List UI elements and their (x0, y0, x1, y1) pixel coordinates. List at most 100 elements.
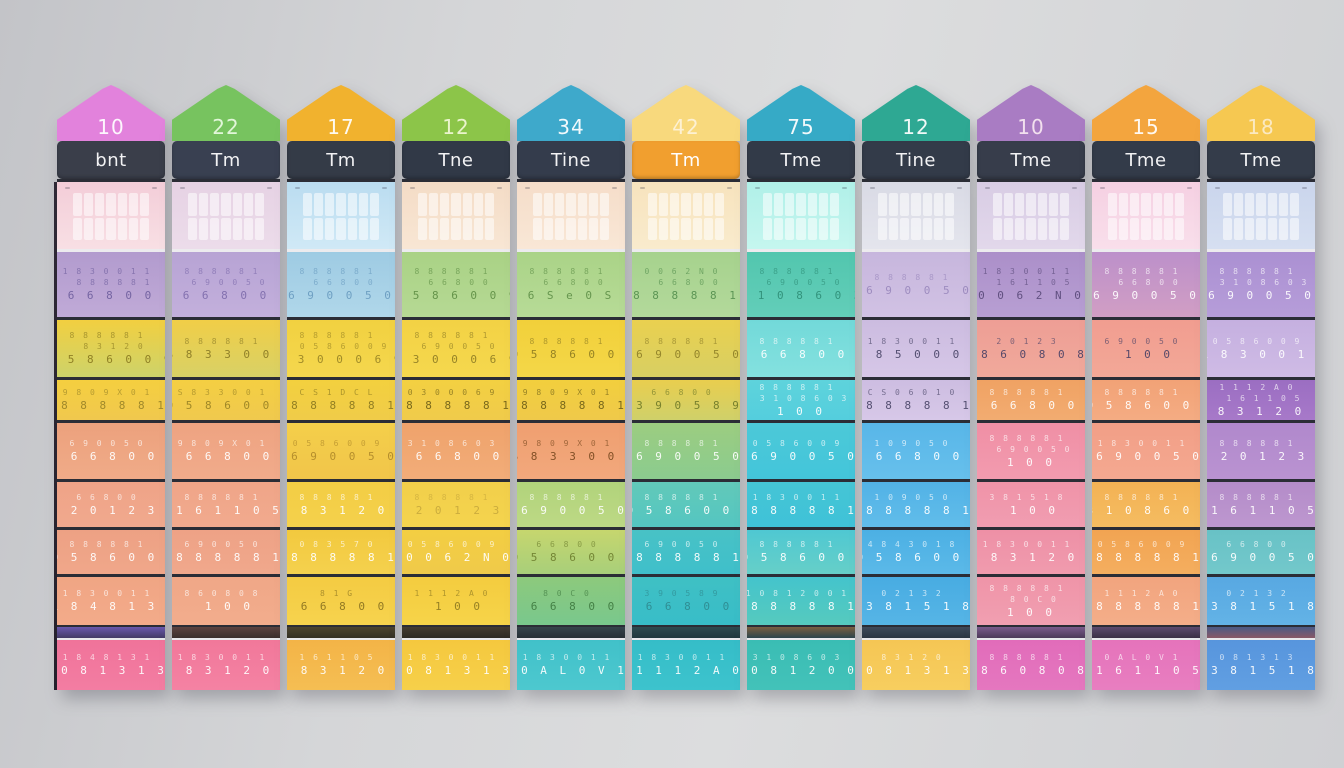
board-edge (54, 182, 57, 690)
row-divider (862, 377, 970, 380)
digit-line: 1 0 0 (1009, 503, 1059, 517)
calendar-column: 10 bnt 1 8 3 0 0 1 1 8 8 8 8 8 1 6 6 8 0 0 8 … (57, 85, 165, 690)
column-band-label: bnt (95, 149, 127, 171)
mini-calendar-row (172, 182, 280, 249)
calendar-column: 75 Tme 8 8 8 8 8 1 6 9 0 0 5 0 3 1 0 8 6 0 3… (747, 85, 855, 690)
mini-calendar-cell (878, 193, 888, 216)
digit-lines: 4 8 4 3 0 1 8 0 5 8 6 0 0 9 (862, 530, 970, 574)
mini-calendar-cell (1004, 193, 1014, 216)
separator-band (632, 627, 740, 638)
mini-calendar-cell (648, 193, 658, 216)
digit-line: 1 8 3 0 0 1 1 (177, 653, 267, 662)
row-divider (632, 420, 740, 423)
digit-line: 0 5 8 6 0 0 9 (57, 551, 158, 564)
mini-calendar-cell (418, 193, 428, 216)
digit-line: 0 5 8 6 0 0 9 (412, 289, 510, 302)
digit-lines: 8 8 8 8 8 1 6 9 0 0 5 0 3 1 0 8 6 0 3 (747, 252, 855, 317)
digit-line: 2 0 1 2 3 (415, 503, 503, 517)
mini-calendar-cell (1245, 217, 1255, 240)
column-band: Tine (517, 141, 625, 179)
digit-line: 8 8 8 8 8 1 (414, 267, 490, 276)
digit-line: 0 2 1 3 2 (1226, 589, 1288, 598)
digit-line: 1 8 3 0 0 1 1 (982, 267, 1072, 276)
mini-calendar-cell (944, 193, 954, 216)
digit-line: 6 6 8 0 0 (658, 278, 720, 287)
digit-lines: 9 8 0 9 X 0 1 8 8 8 8 8 1 (57, 380, 165, 420)
data-row: 6 6 8 0 0 6 9 0 0 5 0 (1207, 530, 1315, 574)
row-divider (1207, 574, 1315, 577)
mini-calendar-row (977, 182, 1085, 249)
column-peak: 17 (287, 85, 395, 141)
row-divider (632, 479, 740, 482)
digit-line: 1 8 3 0 0 1 1 (1207, 347, 1308, 361)
row-divider (57, 638, 165, 640)
row-divider (402, 420, 510, 423)
digit-line: 6 6 8 0 0 (543, 278, 605, 287)
data-row: 1 8 3 0 0 1 1 0 8 1 3 1 3 (402, 640, 510, 690)
digit-line: 8 8 8 8 8 1 (521, 399, 625, 412)
mini-calendar-cell (358, 217, 368, 240)
digit-lines: 1 1 1 2 A 0 8 8 8 8 8 1 (1092, 577, 1200, 625)
row-divider (632, 317, 740, 320)
data-row: 8 0 C 0 6 6 8 0 0 (517, 577, 625, 625)
digit-line: 1 1 1 2 A 0 (1219, 382, 1295, 392)
digit-line: 0 3 0 0 0 6 9 (297, 353, 395, 366)
row-divider (172, 249, 280, 252)
digit-lines: 3 1 0 8 6 0 3 6 6 8 0 0 (402, 423, 510, 479)
digit-line: 6 9 0 0 5 0 (766, 278, 842, 287)
digit-lines: 8 0 C 0 6 6 8 0 0 (517, 577, 625, 625)
row-divider (747, 625, 855, 627)
data-row: 8 8 8 8 8 1 6 9 0 0 5 0 0 3 0 0 0 6 9 (402, 320, 510, 377)
digit-line: 0 8 1 3 1 3 (61, 664, 165, 677)
digit-lines: 8 8 8 8 8 1 3 1 0 8 6 0 3 6 9 0 0 5 0 (1207, 252, 1315, 317)
mini-calendar-cell (1015, 193, 1025, 216)
digit-line: 0 5 8 6 0 0 9 (632, 503, 733, 517)
digit-line: 6 9 0 0 5 0 (191, 278, 267, 287)
digit-line: 1 0 0 (1006, 455, 1056, 469)
digit-line: 6 6 8 0 0 (70, 450, 158, 463)
digit-line: 0 8 1 3 1 3 (866, 664, 970, 677)
digit-line: 6 9 0 0 5 0 (751, 450, 855, 463)
row-divider (1207, 625, 1315, 627)
mini-calendar-cell (243, 193, 253, 216)
row-divider (977, 479, 1085, 482)
data-row: 8 8 8 8 8 1 8 3 1 2 0 0 5 8 6 0 0 9 (57, 320, 165, 377)
digit-line: 1 0 0 (204, 600, 254, 613)
digit-line: 6 9 0 0 5 0 (69, 439, 145, 448)
digit-line: 1 8 3 0 0 1 1 (407, 653, 497, 662)
data-row: 9 8 0 9 X 0 1 S 8 3 3 0 0 1 (517, 423, 625, 479)
row-divider (57, 317, 165, 320)
digit-line: 8 8 8 8 8 1 (1104, 492, 1180, 502)
data-row: 0 0 6 2 N 0 6 6 8 0 0 8 8 8 8 8 1 (632, 252, 740, 317)
data-row: 8 8 8 8 8 1 6 6 8 0 0 6 9 0 0 5 0 (287, 252, 395, 317)
mini-calendar-cell (117, 193, 127, 216)
mini-calendar-cell (106, 217, 116, 240)
digit-line: 8 8 8 8 8 1 (414, 492, 490, 502)
mini-calendar-cell (818, 217, 828, 240)
mini-calendar-grid (1223, 193, 1299, 240)
row-divider (57, 420, 165, 423)
digit-line: 1 0 0 (1124, 347, 1174, 361)
mini-calendar-cell (1108, 193, 1118, 216)
digit-line: 0 8 1 3 1 3 (406, 664, 510, 677)
column-rows: 1 8 3 0 0 1 1 8 8 8 8 8 1 6 6 8 0 0 8 8 8 8… (57, 179, 165, 690)
row-divider (402, 574, 510, 577)
row-divider (517, 479, 625, 482)
digit-line: 8 8 8 8 8 1 (1096, 551, 1200, 564)
mini-calendar-cell (648, 217, 658, 240)
digit-line: 8 8 8 8 8 1 (299, 331, 375, 340)
row-divider (402, 249, 510, 252)
digit-line: 8 8 8 8 8 1 (184, 492, 260, 502)
mini-calendar-cell (681, 217, 691, 240)
digit-line: 8 8 8 8 8 1 (299, 267, 375, 276)
row-divider (977, 317, 1085, 320)
